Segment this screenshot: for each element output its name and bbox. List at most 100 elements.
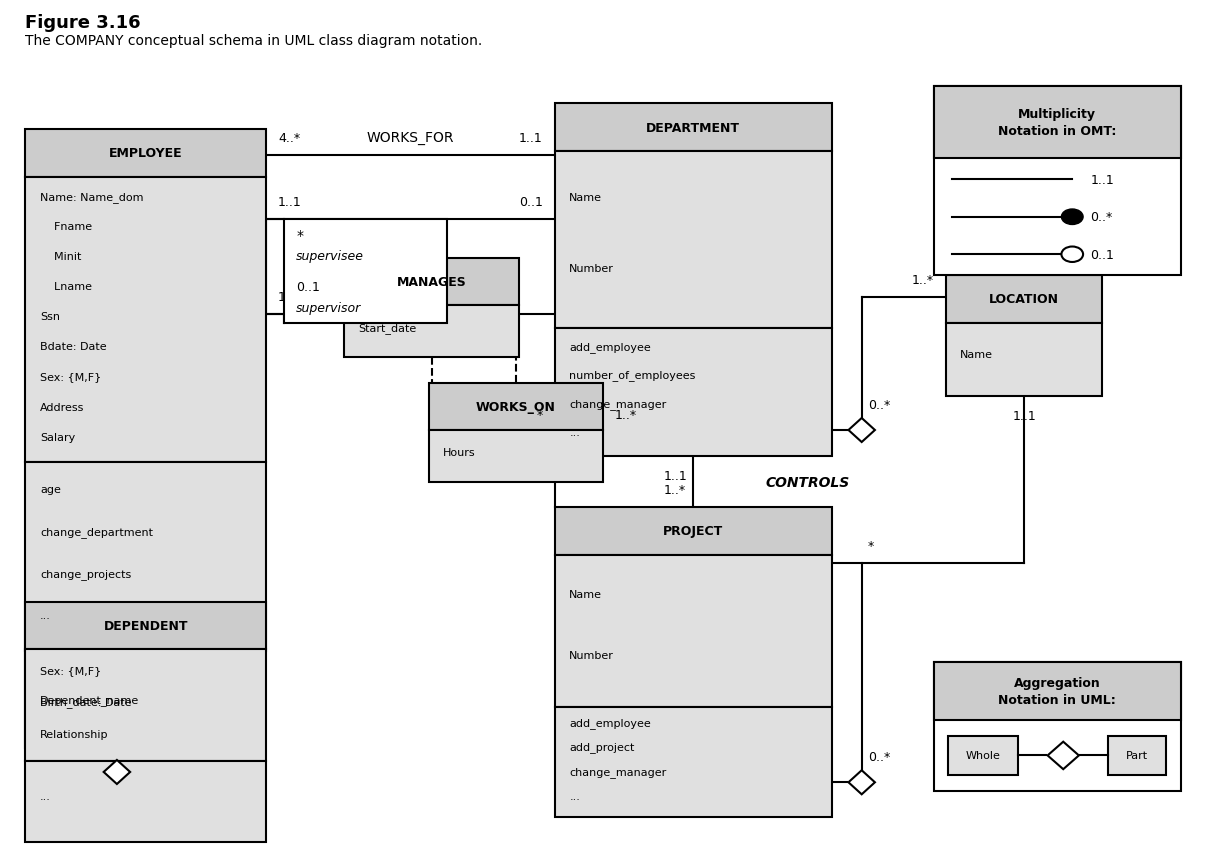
Text: add_employee: add_employee: [569, 341, 651, 352]
Text: Fname: Fname: [40, 222, 92, 232]
Text: 4..*: 4..*: [279, 132, 300, 145]
Text: 0..1: 0..1: [1090, 249, 1114, 262]
FancyBboxPatch shape: [933, 662, 1181, 720]
Text: Aggregation
Notation in UML:: Aggregation Notation in UML:: [999, 676, 1116, 706]
Text: LOCATION: LOCATION: [989, 293, 1059, 307]
Text: Part: Part: [1126, 751, 1148, 760]
Text: *: *: [537, 408, 543, 422]
FancyBboxPatch shape: [1108, 736, 1166, 775]
Text: Name: Name: [960, 350, 994, 360]
FancyBboxPatch shape: [933, 87, 1181, 159]
Polygon shape: [849, 418, 874, 443]
Polygon shape: [1048, 742, 1079, 769]
FancyBboxPatch shape: [25, 177, 267, 462]
FancyBboxPatch shape: [555, 555, 832, 707]
Text: change_manager: change_manager: [569, 398, 667, 409]
Text: CONTROLS: CONTROLS: [766, 475, 850, 489]
FancyBboxPatch shape: [25, 649, 267, 761]
Text: number_of_employees: number_of_employees: [569, 369, 696, 381]
FancyBboxPatch shape: [344, 306, 519, 357]
Text: Bdate: Date: Bdate: Date: [40, 342, 106, 352]
Text: 1..*: 1..*: [615, 408, 637, 422]
FancyBboxPatch shape: [25, 651, 199, 748]
Text: 1..1: 1..1: [519, 132, 543, 145]
Text: Name: Name: [569, 193, 602, 202]
FancyBboxPatch shape: [25, 602, 267, 649]
FancyBboxPatch shape: [933, 87, 1181, 276]
Text: change_department: change_department: [40, 526, 153, 537]
FancyBboxPatch shape: [555, 508, 832, 555]
Circle shape: [1061, 247, 1083, 263]
Text: MANAGES: MANAGES: [397, 276, 467, 289]
Text: 1..1: 1..1: [1090, 174, 1114, 187]
Polygon shape: [104, 760, 130, 784]
Text: Ssn: Ssn: [40, 312, 60, 322]
FancyBboxPatch shape: [555, 707, 832, 817]
Text: 0..*: 0..*: [867, 751, 890, 764]
Text: Sex: {M,F}: Sex: {M,F}: [40, 666, 101, 675]
Text: 1..*: 1..*: [279, 290, 300, 303]
Text: supervisor: supervisor: [297, 301, 362, 314]
Text: Whole: Whole: [966, 751, 1001, 760]
Text: add_employee: add_employee: [569, 717, 651, 728]
Text: Start_date: Start_date: [358, 323, 417, 334]
Text: Multiplicity
Notation in OMT:: Multiplicity Notation in OMT:: [999, 108, 1117, 138]
FancyBboxPatch shape: [555, 152, 832, 328]
Text: 0..*: 0..*: [1090, 211, 1113, 224]
Text: *: *: [297, 229, 303, 243]
Text: Sex: {M,F}: Sex: {M,F}: [40, 372, 101, 382]
Text: 0..1: 0..1: [519, 196, 543, 209]
Text: change_projects: change_projects: [40, 568, 131, 579]
Text: 1..*: 1..*: [912, 273, 933, 287]
FancyBboxPatch shape: [285, 220, 446, 323]
Text: DEPARTMENT: DEPARTMENT: [646, 121, 740, 134]
Text: 1..1: 1..1: [663, 469, 687, 482]
FancyBboxPatch shape: [428, 430, 603, 482]
Text: change_manager: change_manager: [569, 766, 667, 777]
Text: Name: Name: [569, 590, 602, 599]
Text: Minit: Minit: [40, 252, 81, 262]
Text: Number: Number: [569, 650, 614, 660]
FancyBboxPatch shape: [946, 276, 1102, 323]
Text: *: *: [867, 539, 874, 552]
Text: PROJECT: PROJECT: [663, 525, 724, 538]
FancyBboxPatch shape: [344, 259, 519, 306]
FancyBboxPatch shape: [25, 761, 267, 842]
Text: Hours: Hours: [443, 448, 475, 458]
Text: Dependent_name: Dependent_name: [40, 694, 139, 705]
Text: 1..*: 1..*: [665, 484, 686, 497]
Text: 0..1: 0..1: [297, 281, 320, 294]
Text: Lname: Lname: [40, 282, 92, 292]
Text: The COMPANY conceptual schema in UML class diagram notation.: The COMPANY conceptual schema in UML cla…: [25, 34, 482, 48]
FancyBboxPatch shape: [946, 323, 1102, 396]
Text: ...: ...: [569, 791, 580, 801]
Text: WORKS_FOR: WORKS_FOR: [367, 131, 455, 145]
Text: Name: Name_dom: Name: Name_dom: [40, 191, 144, 202]
Text: DEPENDENT: DEPENDENT: [104, 619, 188, 632]
FancyBboxPatch shape: [25, 130, 267, 177]
FancyBboxPatch shape: [428, 383, 603, 430]
Text: Salary: Salary: [40, 432, 75, 443]
FancyBboxPatch shape: [25, 462, 267, 651]
Text: 1..1: 1..1: [279, 196, 302, 209]
Text: supervisee: supervisee: [297, 250, 364, 263]
Text: Address: Address: [40, 402, 84, 412]
Text: ...: ...: [40, 610, 51, 621]
Text: ...: ...: [569, 427, 580, 437]
FancyBboxPatch shape: [555, 328, 832, 456]
Text: add_project: add_project: [569, 741, 634, 753]
Text: EMPLOYEE: EMPLOYEE: [109, 147, 182, 160]
Text: 0..*: 0..*: [867, 399, 890, 412]
Text: 1..1: 1..1: [1012, 409, 1036, 422]
FancyBboxPatch shape: [948, 736, 1018, 775]
Text: ...: ...: [40, 791, 51, 802]
Text: Relationship: Relationship: [40, 729, 109, 739]
Polygon shape: [849, 771, 874, 795]
Text: Birth_date: Date: Birth_date: Date: [40, 697, 131, 708]
Text: Number: Number: [569, 263, 614, 273]
Text: Figure 3.16: Figure 3.16: [25, 15, 141, 32]
Text: WORKS_ON: WORKS_ON: [476, 400, 556, 413]
Circle shape: [1061, 210, 1083, 226]
Text: age: age: [40, 485, 60, 495]
FancyBboxPatch shape: [555, 104, 832, 152]
